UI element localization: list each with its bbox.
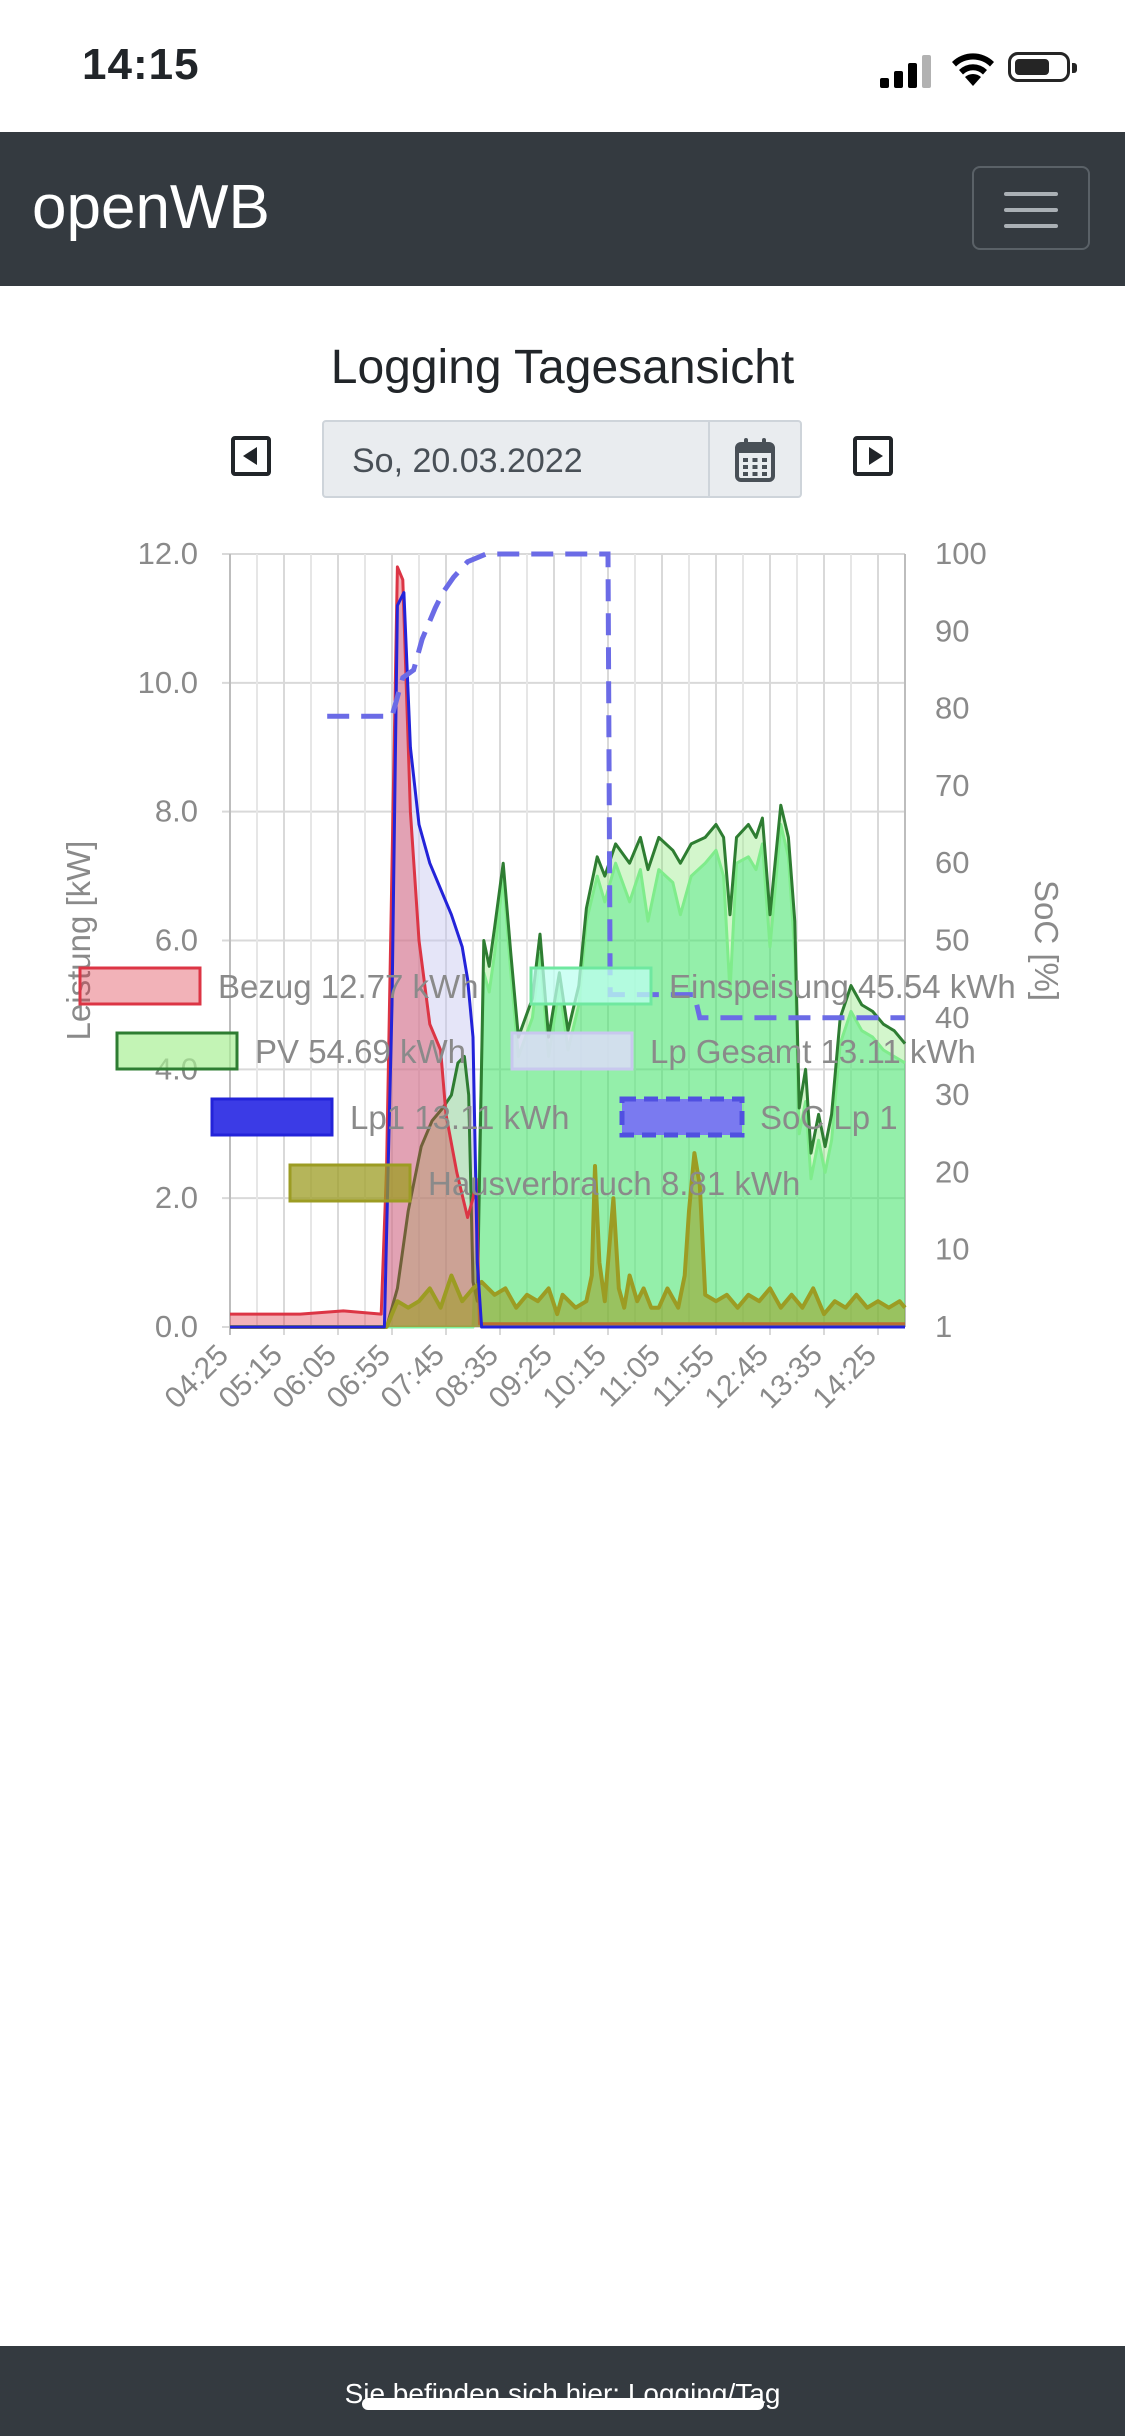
legend-item-label: SoC Lp 1 — [760, 1099, 898, 1136]
footer: Sie befinden sich hier: Logging/Tag — [0, 2346, 1125, 2436]
y2-tick-label: 10 — [935, 1232, 969, 1267]
legend-swatch — [619, 1096, 745, 1138]
legend-swatch — [115, 1031, 239, 1071]
date-value: So, 20.03.2022 — [352, 442, 583, 480]
y2-tick-label: 20 — [935, 1154, 969, 1189]
legend-swatch — [510, 1031, 634, 1071]
legend-item-label: Bezug 12.77 kWh — [218, 968, 479, 1005]
status-bar: 14:15 — [0, 0, 1125, 132]
date-input[interactable]: So, 20.03.2022 — [322, 420, 710, 498]
navbar: openWB — [0, 132, 1125, 286]
x-tick-label: 14:25 — [807, 1339, 883, 1415]
caret-right-icon — [869, 447, 883, 465]
caret-left-icon — [243, 447, 257, 465]
x-tick-label: 10:15 — [537, 1339, 613, 1415]
y-tick-label: 2.0 — [155, 1180, 198, 1215]
hausverbrauch-series-area — [230, 1153, 905, 1327]
y2-tick-label: 90 — [935, 613, 969, 648]
battery-icon — [1008, 52, 1077, 82]
y-tick-label: 8.0 — [155, 794, 198, 829]
next-day-button[interactable] — [853, 436, 893, 476]
pv-series-line — [230, 803, 907, 1329]
legend-swatch — [78, 966, 202, 1006]
y2-axis-label: SoC [%] — [1028, 880, 1065, 1001]
y2-tick-label: 70 — [935, 768, 969, 803]
bezug-series-area — [230, 566, 905, 1327]
cellular-signal-icon — [880, 52, 934, 88]
brand-logo[interactable]: openWB — [32, 173, 270, 242]
page-title: Logging Tagesansicht — [330, 341, 795, 394]
y2-tick-label: 1 — [935, 1309, 952, 1344]
legend-item-label: PV 54.69 kWh — [255, 1033, 466, 1070]
legend-item-label: Einspeisung 45.54 kWh — [669, 968, 1016, 1005]
einspeisung-series-area — [230, 824, 905, 1327]
legend-swatch — [210, 1097, 334, 1137]
y-axis-label: Leistung [kW] — [60, 841, 97, 1041]
y-tick-label: 0.0 — [155, 1309, 198, 1344]
status-time: 14:15 — [82, 40, 200, 89]
legend-item-label: Hausverbrauch 8.81 kWh — [428, 1165, 800, 1202]
home-indicator — [362, 2398, 764, 2410]
hamburger-icon — [1004, 192, 1058, 196]
legend-swatch — [529, 966, 653, 1006]
legend-swatch — [288, 1163, 412, 1203]
lp-gesamt-series-area — [230, 592, 905, 1327]
bezug-series-line — [230, 565, 905, 1326]
y2-tick-label: 40 — [935, 1000, 969, 1035]
y2-tick-label: 50 — [935, 923, 969, 958]
y2-tick-label: 80 — [935, 691, 969, 726]
y-tick-label: 6.0 — [155, 923, 198, 958]
calendar-icon — [735, 438, 775, 482]
legend-item-label: Lp Gesamt 13.11 kWh — [650, 1033, 976, 1070]
y2-tick-label: 100 — [935, 536, 987, 571]
menu-toggle-button[interactable] — [972, 166, 1090, 250]
wifi-icon — [952, 53, 994, 86]
soc-lp1-line — [327, 551, 905, 1021]
previous-day-button[interactable] — [231, 436, 271, 476]
y-tick-label: 10.0 — [138, 665, 198, 700]
y-tick-label: 12.0 — [138, 536, 198, 571]
calendar-button[interactable] — [708, 420, 802, 498]
y2-tick-label: 30 — [935, 1077, 969, 1112]
y2-tick-label: 60 — [935, 845, 969, 880]
legend-item-label: Lp1 13.11 kWh — [350, 1099, 570, 1136]
lp1-series-line — [230, 591, 905, 1329]
x-tick-label: 11:05 — [592, 1339, 667, 1414]
daily-log-chart: 0.02.04.06.08.010.012.011020304050607080… — [60, 536, 1065, 1415]
